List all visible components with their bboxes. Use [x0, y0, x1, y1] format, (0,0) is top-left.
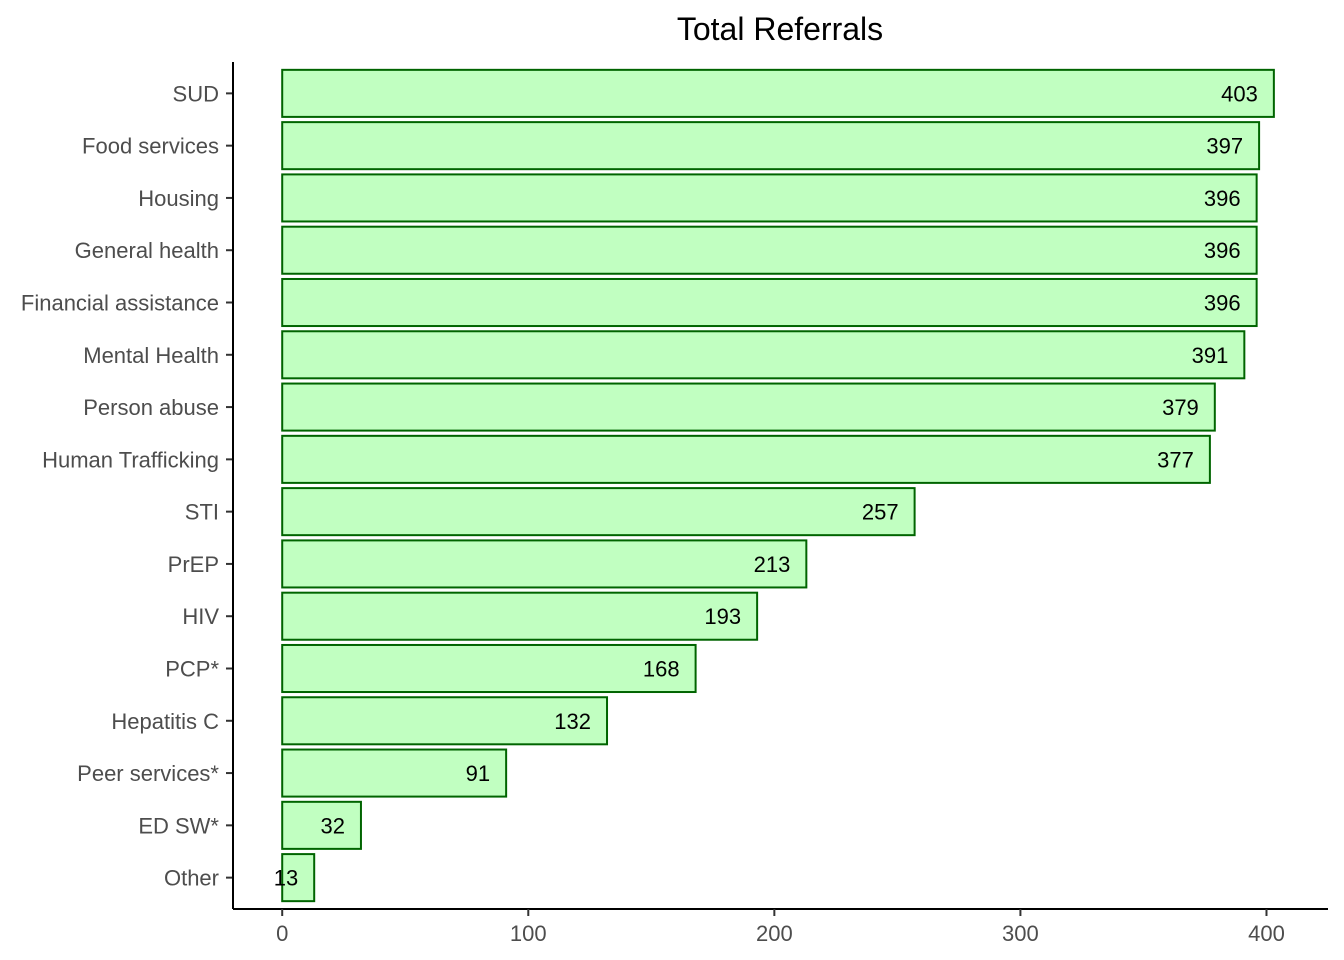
bar-value-label: 132 — [554, 709, 591, 734]
bar-2 — [281, 173, 1258, 223]
category-label: Person abuse — [83, 395, 219, 420]
category-label: Food services — [82, 134, 219, 159]
bar-0 — [281, 68, 1275, 118]
y-axis: SUD Food services Housing General health Fin… — [21, 62, 234, 909]
bar-14 — [281, 800, 362, 850]
bar-11 — [281, 643, 697, 694]
bar-7 — [281, 434, 1211, 484]
bar-12 — [281, 696, 609, 746]
bars-layer: 403 397 396 396 396 391 379 377 257 213 193 168 132 9… — [274, 68, 1275, 903]
bar-value-label: 396 — [1204, 238, 1241, 263]
bar-value-label: 403 — [1221, 81, 1258, 106]
x-tick-label: 400 — [1248, 921, 1285, 946]
x-tick-label: 300 — [1002, 921, 1039, 946]
bar-13 — [281, 748, 508, 798]
bar-3 — [281, 225, 1258, 275]
category-label: Housing — [138, 186, 219, 211]
bar-value-label: 213 — [754, 552, 791, 577]
category-label: Financial assistance — [21, 291, 219, 316]
bar-9 — [281, 539, 808, 589]
bar-value-label: 32 — [320, 813, 344, 838]
category-label: Mental Health — [83, 343, 219, 368]
bar-4 — [281, 277, 1258, 328]
category-label: STI — [185, 500, 219, 525]
bar-value-label: 13 — [274, 866, 298, 891]
x-axis: 0 100 200 300 400 — [233, 908, 1328, 946]
bar-15 — [281, 853, 316, 903]
bar-10 — [281, 591, 759, 641]
bar-value-label: 377 — [1157, 447, 1194, 472]
category-label: Peer services* — [77, 761, 219, 786]
bar-6 — [281, 382, 1216, 432]
bar-1 — [281, 121, 1261, 171]
category-label: SUD — [173, 81, 219, 106]
chart-title: Total Referrals — [677, 11, 883, 47]
category-label: PCP* — [165, 656, 219, 681]
bar-value-label: 91 — [466, 761, 490, 786]
bar-5 — [281, 330, 1246, 380]
category-label: HIV — [182, 604, 219, 629]
category-label: General health — [75, 238, 219, 263]
bar-value-label: 168 — [643, 656, 680, 681]
category-label: PrEP — [168, 552, 219, 577]
x-tick-label: 100 — [510, 921, 547, 946]
category-label: Other — [164, 866, 219, 891]
category-label: Hepatitis C — [111, 709, 219, 734]
bar-value-label: 391 — [1192, 343, 1229, 368]
category-label: Human Trafficking — [42, 447, 219, 472]
bar-value-label: 257 — [862, 500, 899, 525]
bar-value-label: 396 — [1204, 291, 1241, 316]
bar-value-label: 379 — [1162, 395, 1199, 420]
bar-value-label: 193 — [704, 604, 741, 629]
x-tick-label: 0 — [276, 921, 288, 946]
x-tick-label: 200 — [756, 921, 793, 946]
bar-8 — [281, 487, 916, 537]
bar-value-label: 396 — [1204, 186, 1241, 211]
bar-value-label: 397 — [1206, 134, 1243, 159]
category-label: ED SW* — [138, 813, 219, 838]
